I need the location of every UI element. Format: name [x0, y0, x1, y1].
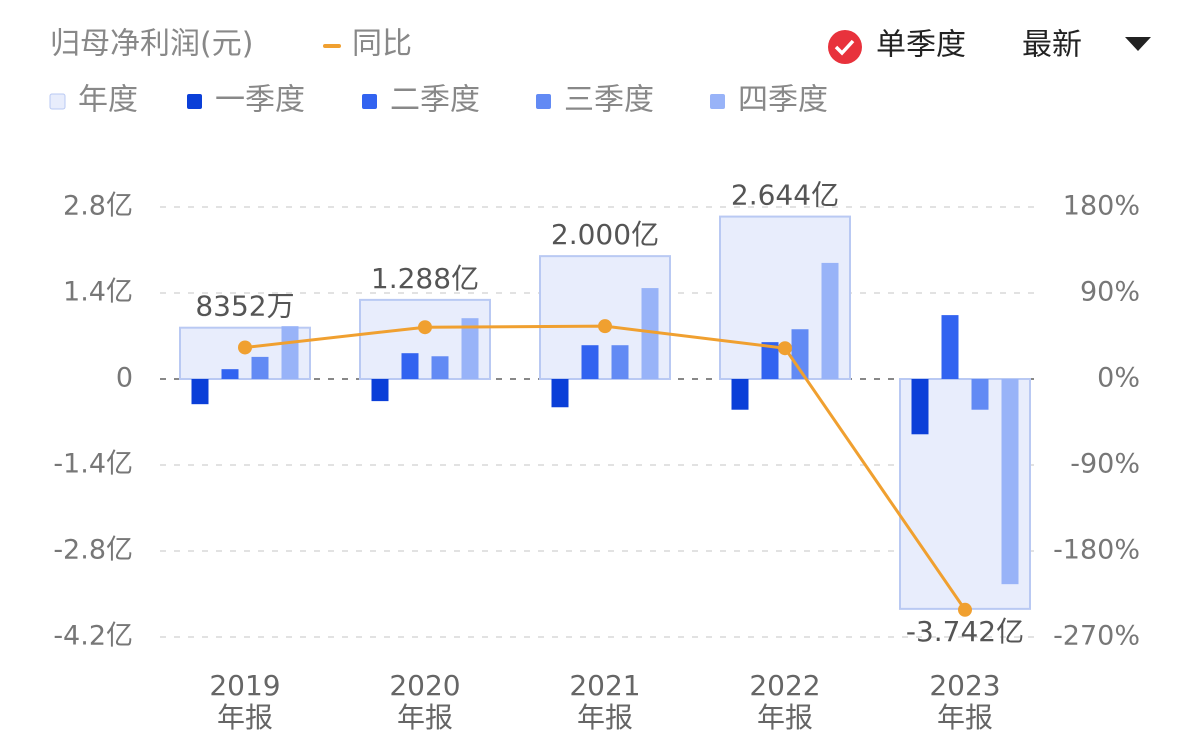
- yoy-point: [418, 320, 432, 335]
- y2-tick-label: 0%: [1097, 363, 1140, 394]
- quarter-bar: [611, 345, 629, 379]
- dropdown-label[interactable]: 最新: [1022, 28, 1082, 63]
- y-tick-label: 0: [116, 363, 133, 394]
- quarter-bar: [731, 379, 749, 410]
- quarter-bar: [251, 356, 269, 379]
- quarter-bar: [941, 315, 959, 379]
- quarter-bar: [641, 288, 659, 379]
- toggle-check[interactable]: [834, 39, 855, 56]
- quarter-bar: [791, 329, 809, 379]
- chart-title: 归母净利润(元): [50, 27, 253, 62]
- legend-swatch: [362, 94, 377, 109]
- quarter-bar: [761, 342, 779, 379]
- x-tick-label: 2019 年报: [209, 669, 281, 734]
- quarter-bar: [401, 353, 419, 379]
- y2-tick-label: 90%: [1080, 277, 1140, 308]
- yoy-point: [598, 319, 612, 334]
- quarter-bar: [581, 345, 599, 379]
- y2-tick-label: -90%: [1070, 449, 1140, 480]
- legend-swatch: [710, 94, 725, 109]
- value-label: -3.742亿: [906, 615, 1024, 648]
- legend-label: 二季度: [390, 83, 480, 118]
- legend-swatch: [187, 94, 202, 109]
- y-tick-label: -2.8亿: [53, 535, 133, 566]
- value-label: 1.288亿: [371, 262, 479, 295]
- quarter-bar: [221, 369, 239, 379]
- y2-tick-label: 180%: [1063, 191, 1140, 222]
- yoy-point: [238, 340, 252, 355]
- legend-label: 一季度: [215, 83, 305, 118]
- y2-tick-label: -180%: [1053, 535, 1140, 566]
- quarter-bar: [821, 262, 839, 379]
- legend-label: 四季度: [738, 83, 828, 118]
- legend-label: 年度: [78, 83, 138, 118]
- value-label: 8352万: [195, 290, 294, 323]
- x-tick-label: 2020 年报: [389, 669, 461, 734]
- x-tick-label: 2022 年报: [749, 669, 821, 734]
- quarter-bar: [551, 379, 569, 408]
- yoy-point: [958, 602, 972, 617]
- dropdown-arrow[interactable]: [1125, 37, 1151, 51]
- legend-swatch: [49, 93, 66, 110]
- quarter-bar: [971, 379, 989, 410]
- value-label: 2.644亿: [731, 179, 839, 212]
- toggle-icon[interactable]: [828, 30, 862, 64]
- quarter-bar: [281, 326, 299, 379]
- quarter-bar: [461, 318, 479, 379]
- quarter-bar: [191, 379, 209, 405]
- quarter-bar: [911, 379, 929, 435]
- x-tick-label: 2021 年报: [569, 669, 641, 734]
- legend-label: 同比: [352, 27, 412, 62]
- quarter-bar: [1001, 379, 1019, 585]
- toggle[interactable]: 单季度: [828, 28, 966, 65]
- legend-swatch: [536, 94, 551, 109]
- legend-label: 三季度: [564, 83, 654, 118]
- value-label: 2.000亿: [551, 218, 659, 251]
- quarter-bar: [431, 356, 449, 379]
- toggle-label[interactable]: 单季度: [876, 28, 966, 63]
- y-tick-label: -4.2亿: [53, 621, 133, 652]
- quarter-bar: [371, 379, 389, 402]
- y-tick-label: 1.4亿: [63, 277, 133, 308]
- y2-tick-label: -270%: [1053, 621, 1140, 652]
- yoy-point: [778, 341, 792, 356]
- y-tick-label: 2.8亿: [63, 191, 133, 222]
- dropdown[interactable]: 最新: [1022, 28, 1151, 63]
- x-tick-label: 2023 年报: [929, 669, 1001, 734]
- y-tick-label: -1.4亿: [53, 449, 133, 480]
